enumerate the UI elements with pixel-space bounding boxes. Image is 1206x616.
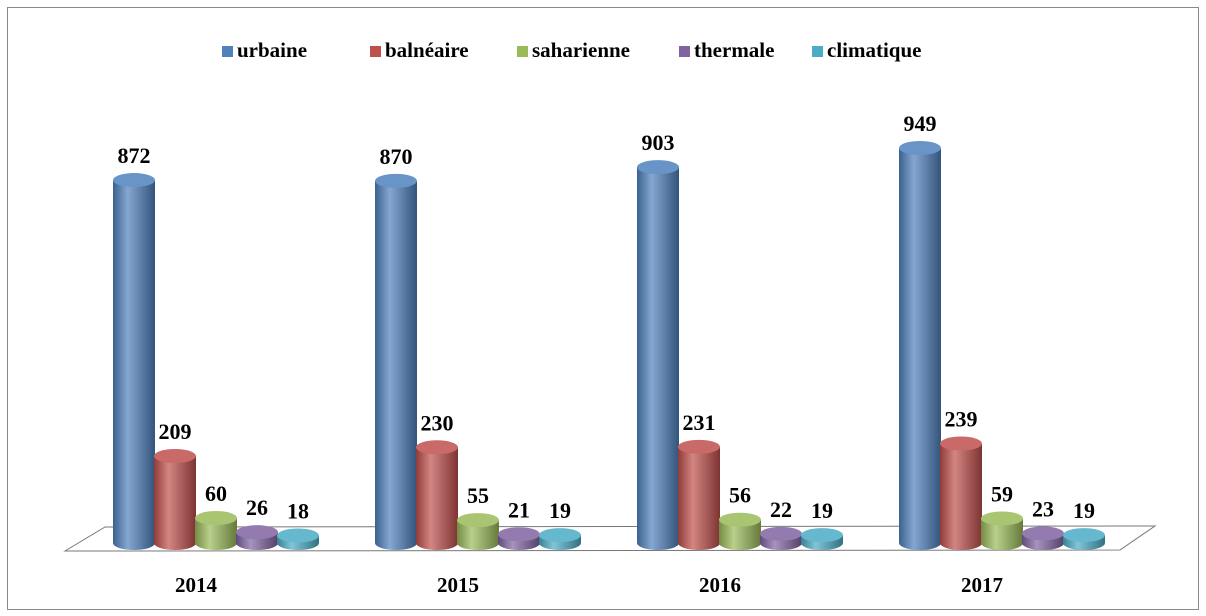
bar bbox=[375, 173, 417, 550]
bar bbox=[899, 141, 941, 550]
data-label: 870 bbox=[380, 144, 413, 169]
bar bbox=[1022, 526, 1064, 550]
data-label: 949 bbox=[904, 111, 937, 136]
legend-swatch bbox=[679, 46, 690, 57]
x-tick-label: 2014 bbox=[175, 573, 218, 597]
data-label: 19 bbox=[549, 498, 571, 523]
bar bbox=[416, 440, 458, 550]
data-label: 19 bbox=[811, 498, 833, 523]
bar-body bbox=[375, 180, 417, 543]
bar-top bbox=[457, 513, 499, 528]
bar-top bbox=[719, 512, 761, 527]
bar-body bbox=[416, 447, 458, 543]
legend-swatch bbox=[370, 46, 381, 57]
bar-top bbox=[637, 160, 679, 175]
data-label: 239 bbox=[945, 407, 978, 432]
bar-body bbox=[113, 180, 155, 543]
bar-top bbox=[375, 173, 417, 188]
data-label: 26 bbox=[246, 495, 268, 520]
data-label: 231 bbox=[683, 410, 716, 435]
x-tick-label: 2016 bbox=[699, 573, 741, 597]
bar bbox=[457, 513, 499, 550]
bar-top bbox=[416, 440, 458, 455]
bar bbox=[113, 173, 155, 550]
chart-border bbox=[7, 7, 1199, 610]
bar bbox=[277, 528, 319, 550]
legend-label: urbaine bbox=[237, 38, 307, 62]
data-label: 209 bbox=[159, 419, 192, 444]
bar bbox=[940, 436, 982, 550]
bar-body bbox=[899, 148, 941, 543]
bar-top bbox=[801, 528, 843, 543]
legend-label: balnéaire bbox=[385, 38, 469, 62]
data-label: 903 bbox=[642, 130, 675, 155]
bar-top bbox=[981, 511, 1023, 526]
data-label: 872 bbox=[118, 143, 151, 168]
bar-top bbox=[1022, 526, 1064, 541]
bar-top bbox=[195, 511, 237, 526]
floor bbox=[63, 525, 1157, 552]
bar bbox=[678, 439, 720, 550]
x-tick-label: 2015 bbox=[437, 573, 479, 597]
bar-body bbox=[940, 443, 982, 543]
legend-label: saharienne bbox=[532, 38, 630, 62]
bar bbox=[719, 512, 761, 550]
data-label: 56 bbox=[729, 483, 751, 508]
bar-top bbox=[277, 528, 319, 543]
bar-body bbox=[678, 446, 720, 543]
bar-top bbox=[236, 525, 278, 540]
bar bbox=[760, 526, 802, 550]
data-label: 230 bbox=[421, 410, 454, 435]
bar-top bbox=[760, 526, 802, 541]
legend-label: climatique bbox=[827, 38, 922, 62]
data-label: 22 bbox=[770, 497, 792, 522]
bar-top bbox=[113, 173, 155, 188]
data-label: 18 bbox=[287, 499, 309, 524]
bar-top bbox=[1063, 528, 1105, 543]
bar-top bbox=[498, 527, 540, 542]
bar-top bbox=[539, 528, 581, 543]
bar-top bbox=[154, 449, 196, 464]
data-label: 60 bbox=[205, 481, 227, 506]
bar bbox=[539, 528, 581, 550]
bar-top bbox=[899, 141, 941, 155]
bar bbox=[981, 511, 1023, 550]
bar bbox=[637, 160, 679, 550]
data-label: 19 bbox=[1073, 498, 1095, 523]
bar bbox=[154, 449, 196, 550]
bar-top bbox=[678, 439, 720, 454]
legend-swatch bbox=[222, 46, 233, 57]
bar bbox=[1063, 528, 1105, 550]
bar-body bbox=[154, 456, 196, 543]
bar bbox=[498, 527, 540, 550]
legend-swatch bbox=[517, 46, 528, 57]
bar bbox=[236, 525, 278, 550]
legend-label: thermale bbox=[694, 38, 774, 62]
data-label: 23 bbox=[1032, 496, 1054, 521]
data-label: 21 bbox=[508, 497, 530, 522]
bar bbox=[195, 511, 237, 550]
data-label: 55 bbox=[467, 483, 489, 508]
bar-top bbox=[940, 436, 982, 451]
bar-body bbox=[637, 167, 679, 543]
legend-swatch bbox=[812, 46, 823, 57]
bar bbox=[801, 528, 843, 550]
data-label: 59 bbox=[991, 481, 1013, 506]
x-tick-label: 2017 bbox=[961, 573, 1003, 597]
